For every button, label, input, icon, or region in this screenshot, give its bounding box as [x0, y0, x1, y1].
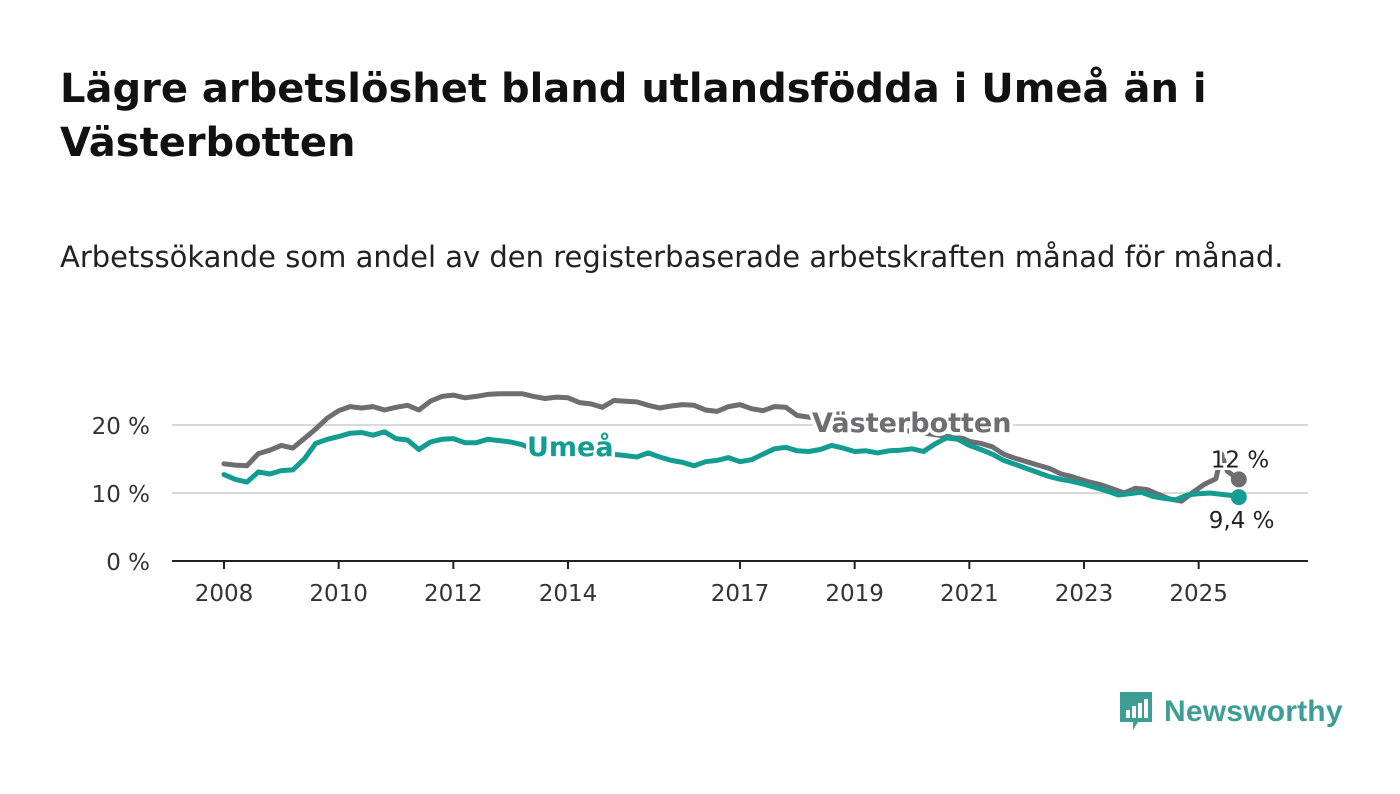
y-tick-label: 20 %	[92, 414, 150, 440]
page-title: Lägre arbetslöshet bland utlandsfödda i …	[60, 66, 1207, 166]
x-tick-label: 2021	[940, 581, 999, 607]
x-tick-label: 2023	[1055, 581, 1114, 607]
x-tick-label: 2014	[539, 581, 598, 607]
x-tick-label: 2017	[711, 581, 770, 607]
y-tick-label: 10 %	[92, 482, 150, 508]
chart-subtitle: Arbetssökande som andel av den registerb…	[60, 240, 1284, 274]
newsworthy-logo-icon	[1120, 692, 1152, 730]
end-point-umea	[1230, 489, 1247, 506]
newsworthy-logo: Newsworthy	[1118, 690, 1343, 734]
end-point-vasterbotten	[1230, 471, 1247, 488]
end-label-umea: 9,4 %	[1209, 508, 1275, 534]
end-label-vasterbotten: 12 %	[1211, 447, 1269, 473]
x-tick-label: 2008	[195, 581, 254, 607]
series-line-ume-	[221, 429, 1242, 503]
series-label-vasterbotten: Västerbotten	[812, 408, 1011, 439]
x-tick-label: 2010	[309, 581, 368, 607]
x-tick-label: 2025	[1169, 581, 1228, 607]
brand-name: Newsworthy	[1164, 695, 1343, 728]
series-label-umea: Umeå	[527, 431, 614, 463]
series-line-v-sterbotten	[221, 391, 1242, 504]
x-tick-label: 2019	[825, 581, 884, 607]
x-tick-label: 2012	[424, 581, 483, 607]
y-tick-label: 0 %	[106, 550, 150, 576]
